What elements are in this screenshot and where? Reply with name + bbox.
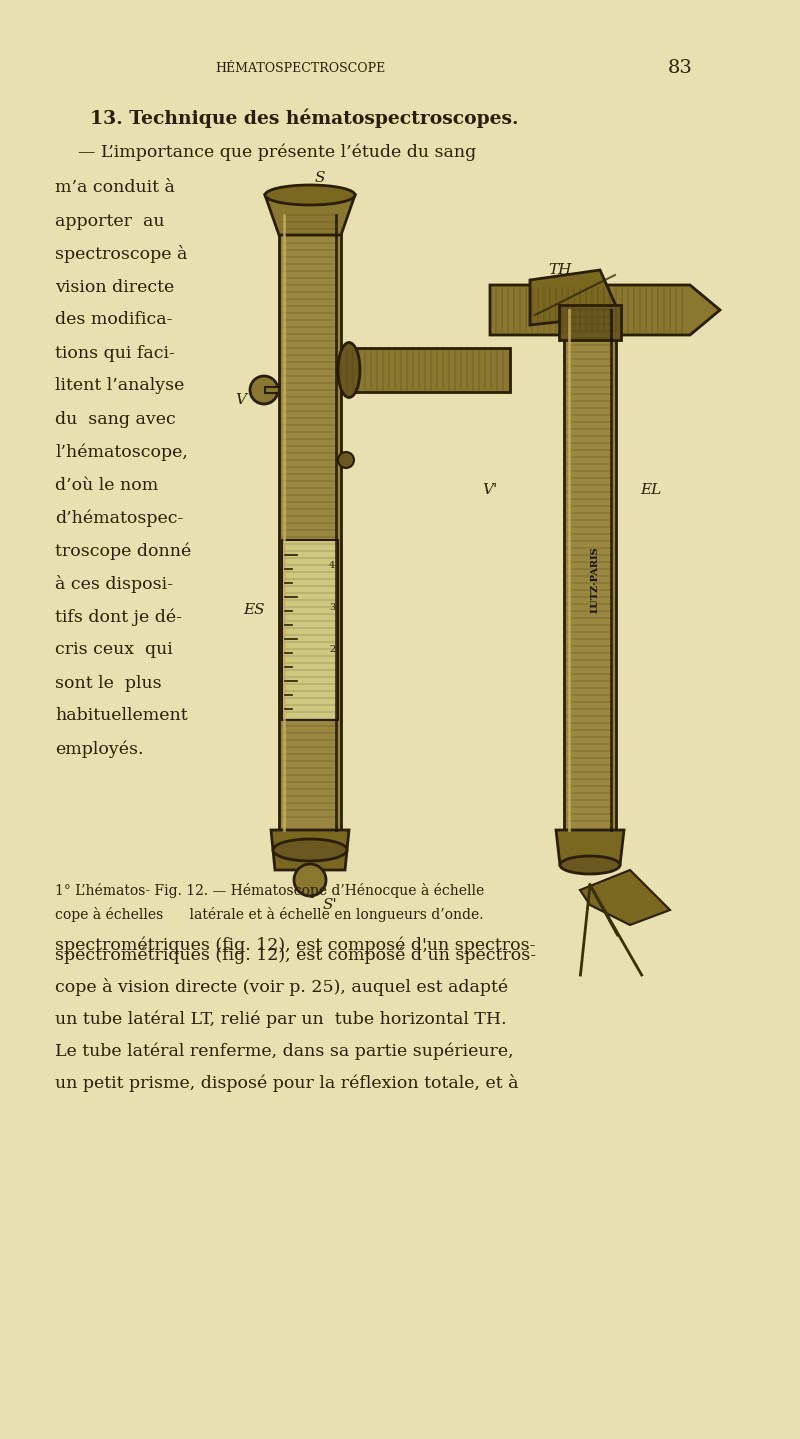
Text: habituellement: habituellement [55, 708, 188, 724]
Text: employés.: employés. [55, 740, 143, 758]
Text: 83: 83 [667, 59, 693, 78]
Text: du  sang avec: du sang avec [55, 410, 176, 427]
Text: EL: EL [640, 484, 662, 496]
Text: spectrométriques (fig. 12), est composé d’un spectros-: spectrométriques (fig. 12), est composé … [55, 947, 536, 964]
Polygon shape [279, 214, 341, 830]
Text: l’hématoscope,: l’hématoscope, [55, 443, 188, 460]
Text: litent l’analyse: litent l’analyse [55, 377, 184, 394]
Text: V': V' [482, 484, 498, 496]
Circle shape [338, 452, 354, 468]
Ellipse shape [265, 186, 355, 204]
Text: 1° L’hématos- Fig. 12. — Hématoscope d’Hénocque à échelle: 1° L’hématos- Fig. 12. — Hématoscope d’H… [55, 882, 484, 898]
Text: V: V [235, 393, 246, 407]
Circle shape [294, 863, 326, 896]
Polygon shape [341, 348, 510, 391]
Text: sont le  plus: sont le plus [55, 675, 162, 692]
Text: troscope donné: troscope donné [55, 543, 191, 560]
Polygon shape [559, 305, 621, 340]
Text: ES: ES [243, 603, 265, 617]
Polygon shape [271, 830, 349, 871]
Text: apporter  au: apporter au [55, 213, 165, 229]
Text: un tube latéral LT, relié par un  tube horizontal TH.: un tube latéral LT, relié par un tube ho… [55, 1010, 506, 1027]
Text: tifs dont je dé-: tifs dont je dé- [55, 609, 182, 626]
Text: 13. Technique des hématospectroscopes.: 13. Technique des hématospectroscopes. [90, 108, 518, 128]
Polygon shape [265, 196, 355, 235]
Text: m’a conduit à: m’a conduit à [55, 180, 175, 197]
Polygon shape [556, 830, 624, 865]
Ellipse shape [273, 839, 347, 861]
Circle shape [250, 376, 278, 404]
Text: TH: TH [548, 263, 572, 276]
Text: d’hématospec-: d’hématospec- [55, 509, 183, 527]
Ellipse shape [338, 342, 360, 397]
Text: HÉMATOSPECTROSCOPE: HÉMATOSPECTROSCOPE [215, 62, 385, 75]
Text: 4: 4 [329, 561, 335, 570]
Text: LUTZ·PARIS: LUTZ·PARIS [590, 547, 599, 613]
Polygon shape [265, 387, 279, 393]
Polygon shape [490, 285, 720, 335]
Polygon shape [530, 271, 620, 325]
Text: 2: 2 [329, 645, 335, 653]
Ellipse shape [560, 856, 620, 873]
Text: cope à échelles      latérale et à échelle en longueurs d’onde.: cope à échelles latérale et à échelle en… [55, 908, 483, 922]
Polygon shape [564, 309, 616, 830]
Text: S': S' [322, 898, 338, 912]
Text: cope à vision directe (voir p. 25), auquel est adapté: cope à vision directe (voir p. 25), auqu… [55, 979, 508, 996]
Text: spectrométriques (fig. 12), est composé d'un spectros-: spectrométriques (fig. 12), est composé … [55, 937, 535, 954]
Text: un petit prisme, disposé pour la réflexion totale, et à: un petit prisme, disposé pour la réflexi… [55, 1073, 518, 1092]
Text: à ces disposi-: à ces disposi- [55, 576, 173, 593]
Text: tions qui faci-: tions qui faci- [55, 344, 175, 361]
Text: d’où le nom: d’où le nom [55, 476, 158, 494]
Text: cris ceux  qui: cris ceux qui [55, 642, 173, 659]
Polygon shape [282, 540, 338, 720]
Text: des modifica-: des modifica- [55, 311, 173, 328]
Text: spectroscope à: spectroscope à [55, 245, 187, 263]
Text: S: S [314, 171, 326, 186]
Text: vision directe: vision directe [55, 279, 174, 295]
Text: — L’importance que présente l’étude du sang: — L’importance que présente l’étude du s… [78, 144, 476, 161]
Text: 3: 3 [329, 603, 335, 612]
Polygon shape [580, 871, 670, 925]
Text: Le tube latéral renferme, dans sa partie supérieure,: Le tube latéral renferme, dans sa partie… [55, 1042, 514, 1059]
